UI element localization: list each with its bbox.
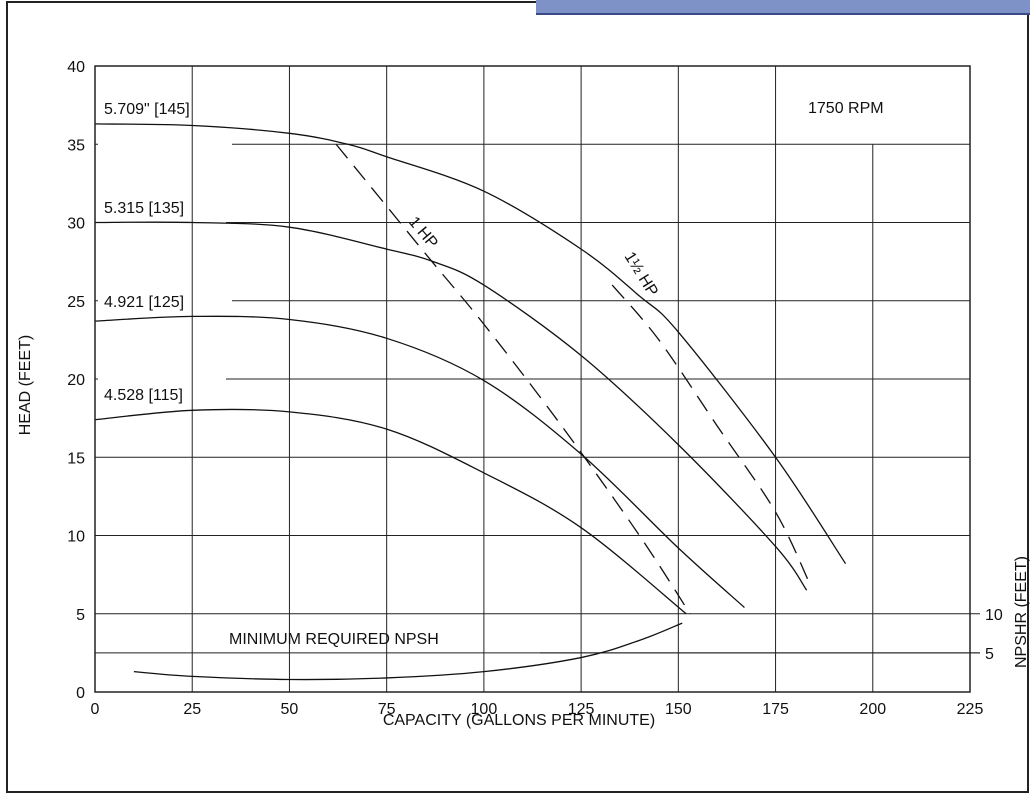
x-tick-label: 150 (665, 701, 692, 718)
annotation-rpm: 1750 RPM (808, 100, 884, 117)
curve-4921 (94, 315, 745, 608)
y-axis-title: HEAD (FEET) (17, 335, 34, 435)
y-tick-label: 40 (67, 59, 85, 76)
header-bar (536, 0, 1030, 14)
x-tick-label: 25 (183, 701, 201, 718)
label-1-5hp: 1½ HP (621, 249, 661, 299)
x-tick-label: 225 (957, 701, 984, 718)
label-1hp: 1 HP (405, 214, 441, 252)
x-axis-title: CAPACITY (GALLONS PER MINUTE) (383, 712, 655, 729)
tick-labels: 0 25 50 75 100 125 150 175 200 225 0 5 10 15 20 25 30 35 4… (67, 59, 1003, 718)
y-tick-label: 25 (67, 294, 85, 311)
y-tick-label: 20 (67, 372, 85, 389)
curves (94, 123, 847, 681)
y2-tick-label: 5 (985, 646, 994, 663)
y-tick-label: 10 (67, 529, 85, 546)
curve-npsh (133, 622, 683, 681)
label-npsh: MINIMUM REQUIRED NPSH (229, 631, 439, 648)
x-tick-label: 175 (762, 701, 789, 718)
y-tick-label: 15 (67, 450, 85, 467)
label-4528: 4.528 [115] (104, 387, 183, 404)
label-5709: 5.709" [145] (104, 101, 190, 118)
plot-area (94, 65, 971, 693)
x-tick-label: 50 (281, 701, 299, 718)
curve-4528 (94, 408, 687, 615)
x-tick-label: 125 (568, 701, 595, 718)
curve-1hp (335, 143, 691, 615)
y-tick-label: 0 (76, 685, 85, 702)
label-4921: 4.921 [125] (104, 294, 184, 311)
x-tick-label: 75 (378, 701, 396, 718)
x-tick-label: 100 (471, 701, 498, 718)
y-tick-label: 30 (67, 216, 85, 233)
page-border (6, 1, 1029, 793)
x-tick-label: 0 (91, 701, 100, 718)
grid (95, 66, 980, 692)
y-tick-label: 35 (67, 137, 85, 154)
y2-axis-title: NPSHR (FEET) (1013, 556, 1030, 668)
label-5315: 5.315 [135] (104, 200, 184, 217)
y-tick-label: 5 (76, 607, 85, 624)
curve-5315 (94, 221, 808, 591)
y2-tick-label: 10 (985, 607, 1003, 624)
curve-5709 (94, 123, 847, 565)
x-tick-label: 200 (859, 701, 886, 718)
curve-1-5hp (611, 284, 812, 586)
